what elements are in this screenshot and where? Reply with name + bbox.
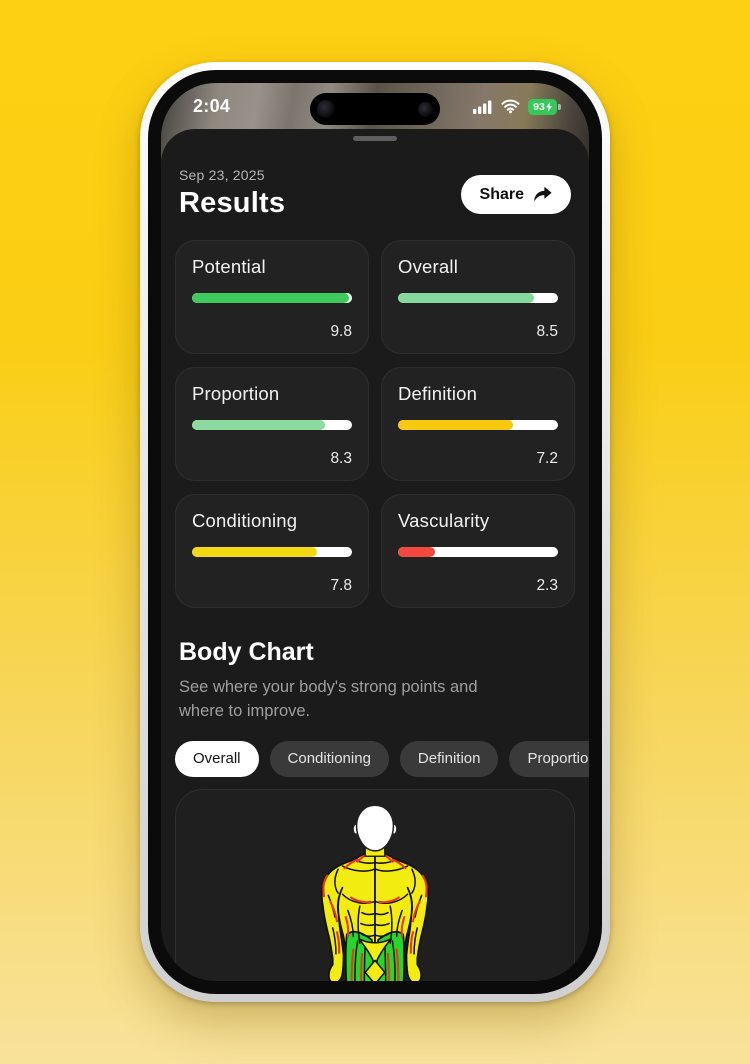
share-button[interactable]: Share: [460, 175, 571, 214]
progress-fill: [398, 293, 534, 303]
card-label: Overall: [398, 256, 458, 277]
card-value: 8.3: [330, 450, 352, 467]
body-chart-title: Body Chart: [179, 638, 314, 666]
body-chart-card: [175, 788, 575, 981]
score-card-vascularity: Vascularity 2.3: [381, 494, 575, 608]
battery-percent: 93: [533, 100, 545, 113]
progress-fill: [192, 420, 325, 430]
phone-frame: 2:04 93: [140, 62, 610, 1002]
charging-bolt-icon: [545, 101, 552, 112]
score-card-potential: Potential 9.8: [175, 240, 369, 354]
share-arrow-icon: [534, 186, 552, 202]
phone-screen: 2:04 93: [161, 83, 589, 981]
card-value: 9.8: [330, 323, 352, 340]
card-label: Definition: [398, 383, 478, 404]
body-chart-subtitle: See where your body's strong points and …: [179, 678, 478, 720]
card-value: 2.3: [536, 577, 558, 594]
score-card-grid: Potential 9.8 Overall 8.5 Proportion: [175, 240, 575, 608]
progress-track: [398, 547, 558, 557]
results-header: Sep 23, 2025 Results Share: [175, 151, 575, 220]
clock: 2:04: [193, 96, 231, 116]
page-title: Results: [179, 187, 286, 219]
sensor-lens-icon: [418, 101, 433, 117]
status-bar: 2:04 93: [161, 96, 589, 117]
card-label: Vascularity: [398, 510, 490, 531]
wifi-icon: [501, 99, 520, 114]
result-date: Sep 23, 2025: [179, 167, 265, 183]
progress-fill: [192, 547, 317, 557]
progress-track: [192, 293, 352, 303]
results-sheet: Sep 23, 2025 Results Share: [161, 129, 589, 981]
tab-overall[interactable]: Overall: [175, 740, 259, 777]
sheet-grabber[interactable]: [353, 136, 397, 141]
score-card-overall: Overall 8.5: [381, 240, 575, 354]
card-value: 7.2: [536, 450, 558, 467]
tab-proportion[interactable]: Proportion: [509, 740, 589, 777]
dynamic-island: [310, 93, 440, 125]
progress-track: [192, 420, 352, 430]
score-card-proportion: Proportion 8.3: [175, 367, 369, 481]
sheet-content: Sep 23, 2025 Results Share: [161, 141, 589, 981]
tab-conditioning[interactable]: Conditioning: [269, 740, 389, 777]
score-card-conditioning: Conditioning 7.8: [175, 494, 369, 608]
progress-track: [398, 420, 558, 430]
card-value: 8.5: [536, 323, 558, 340]
score-card-definition: Definition 7.2: [381, 367, 575, 481]
progress-fill: [398, 420, 514, 430]
card-label: Potential: [192, 256, 266, 277]
body-chart-tabs: Overall Conditioning Definition Proporti…: [175, 740, 589, 777]
tab-definition[interactable]: Definition: [399, 740, 499, 777]
camera-lens-icon: [317, 100, 335, 118]
card-label: Conditioning: [192, 510, 298, 531]
body-figure: [320, 804, 430, 981]
battery-icon: 93: [528, 98, 561, 115]
progress-track: [192, 547, 352, 557]
card-value: 7.8: [330, 577, 352, 594]
progress-fill: [192, 293, 349, 303]
cellular-signal-icon: [473, 100, 492, 114]
progress-track: [398, 293, 558, 303]
progress-fill: [398, 547, 435, 557]
share-button-label: Share: [479, 185, 524, 203]
phone-bezel: 2:04 93: [148, 70, 602, 994]
status-icons: 93: [473, 98, 561, 115]
card-label: Proportion: [192, 383, 280, 404]
